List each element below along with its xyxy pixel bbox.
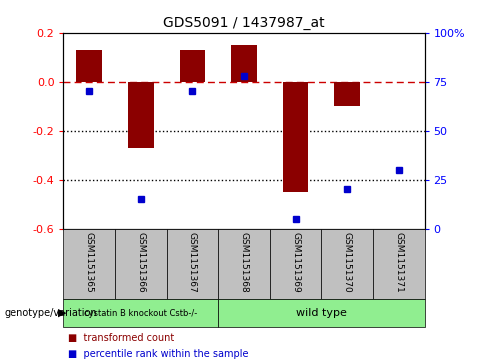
Bar — [166, 229, 218, 299]
Text: GSM1151371: GSM1151371 — [394, 232, 403, 293]
Text: cystatin B knockout Cstb-/-: cystatin B knockout Cstb-/- — [84, 309, 198, 318]
Text: ■  transformed count: ■ transformed count — [68, 333, 175, 343]
Bar — [63, 299, 218, 327]
Text: genotype/variation: genotype/variation — [5, 308, 98, 318]
Bar — [322, 229, 373, 299]
Bar — [180, 50, 205, 82]
Bar — [334, 82, 360, 106]
Bar — [283, 82, 308, 192]
Text: ▶: ▶ — [58, 308, 66, 318]
Bar — [218, 299, 425, 327]
Bar — [231, 45, 257, 82]
Bar — [115, 229, 166, 299]
Text: GSM1151370: GSM1151370 — [343, 232, 352, 293]
Bar — [63, 229, 115, 299]
Text: ■  percentile rank within the sample: ■ percentile rank within the sample — [68, 349, 249, 359]
Bar — [218, 229, 270, 299]
Text: wild type: wild type — [296, 308, 347, 318]
Text: GSM1151368: GSM1151368 — [240, 232, 248, 293]
Bar — [373, 229, 425, 299]
Text: GSM1151365: GSM1151365 — [85, 232, 94, 293]
Bar — [128, 82, 154, 148]
Text: GSM1151366: GSM1151366 — [136, 232, 145, 293]
Bar — [76, 50, 102, 82]
Bar — [270, 229, 322, 299]
Text: GSM1151369: GSM1151369 — [291, 232, 300, 293]
Title: GDS5091 / 1437987_at: GDS5091 / 1437987_at — [163, 16, 325, 30]
Text: GSM1151367: GSM1151367 — [188, 232, 197, 293]
